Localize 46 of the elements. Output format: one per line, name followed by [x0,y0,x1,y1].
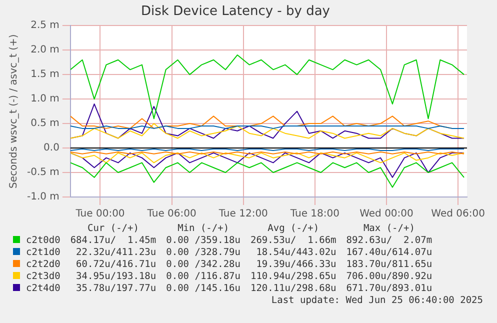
y-tick-label: 1.5 m [30,69,60,80]
legend-label: c2t4d0 [25,283,62,295]
text: 0.00 /145.16u [165,283,242,295]
text: 19.39u/466.33u [255,259,338,271]
text: 35.78u/197.77u [75,283,158,295]
text: 18.54u/443.02u [255,247,338,259]
legend-label: c2t3d0 [25,271,62,283]
text: Avg (-/+) [266,223,320,235]
text: 269.53u/ 1.66m [249,235,338,247]
y-tick-label: 1.0 m [30,94,60,105]
text: 0.00 /342.28u [165,259,242,271]
text: 60.72u/416.71u [75,259,158,271]
text: 34.95u/193.18u [75,271,158,283]
y-tick-label: 0.0 [44,142,60,154]
legend-label: c2t2d0 [25,259,62,271]
text: 183.70u/811.65u [345,259,434,271]
text: 22.32u/411.23u [75,247,158,259]
x-tick-label: Tue 06:00 [146,208,196,220]
legend-label: c2t0d0 [25,235,62,247]
y-tick-label: 0.5 m [30,118,60,130]
text: Max (-/+) [362,223,416,235]
text: Cur (-/+) [86,223,140,235]
text: Last update: Wed Jun 25 06:40:00 2025 [270,295,484,306]
text: 167.40u/614.07u [345,247,434,259]
text: 671.70u/893.01u [345,283,434,295]
y-tick-label: 2.5 m [30,20,60,32]
text: 0.00 /328.79u [165,247,242,259]
text: 684.17u/ 1.45m [69,235,158,247]
text: 120.11u/298.68u [249,283,338,295]
y-tick-label: -0.5 m [26,167,60,178]
chart-title: Disk Device Latency - by day [141,4,330,20]
text: 892.63u/ 2.07m [345,235,434,247]
x-tick-label: Tue 00:00 [74,208,125,220]
x-tick-label: Wed 06:00 [431,208,485,220]
y-tick-label: -1.0 m [26,192,60,203]
x-tick-label: Tue 18:00 [289,208,340,220]
text: Min (-/+) [176,223,230,235]
x-tick-label: Wed 00:00 [360,208,414,220]
text: 0.00 /116.87u [165,271,242,283]
text: 706.00u/890.92u [345,271,434,283]
y-tick-label: 2.0 m [30,44,60,56]
legend-label: c2t1d0 [25,247,62,259]
text: 0.00 /359.18u [165,235,242,247]
y-axis-title: Seconds wsvc_t (-) / asvc_t (+) [8,34,20,188]
text: 110.94u/298.65u [249,271,338,283]
x-tick-label: Tue 12:00 [218,208,268,220]
